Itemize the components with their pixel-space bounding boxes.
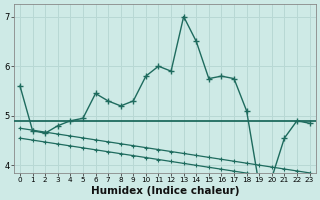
X-axis label: Humidex (Indice chaleur): Humidex (Indice chaleur)	[91, 186, 239, 196]
